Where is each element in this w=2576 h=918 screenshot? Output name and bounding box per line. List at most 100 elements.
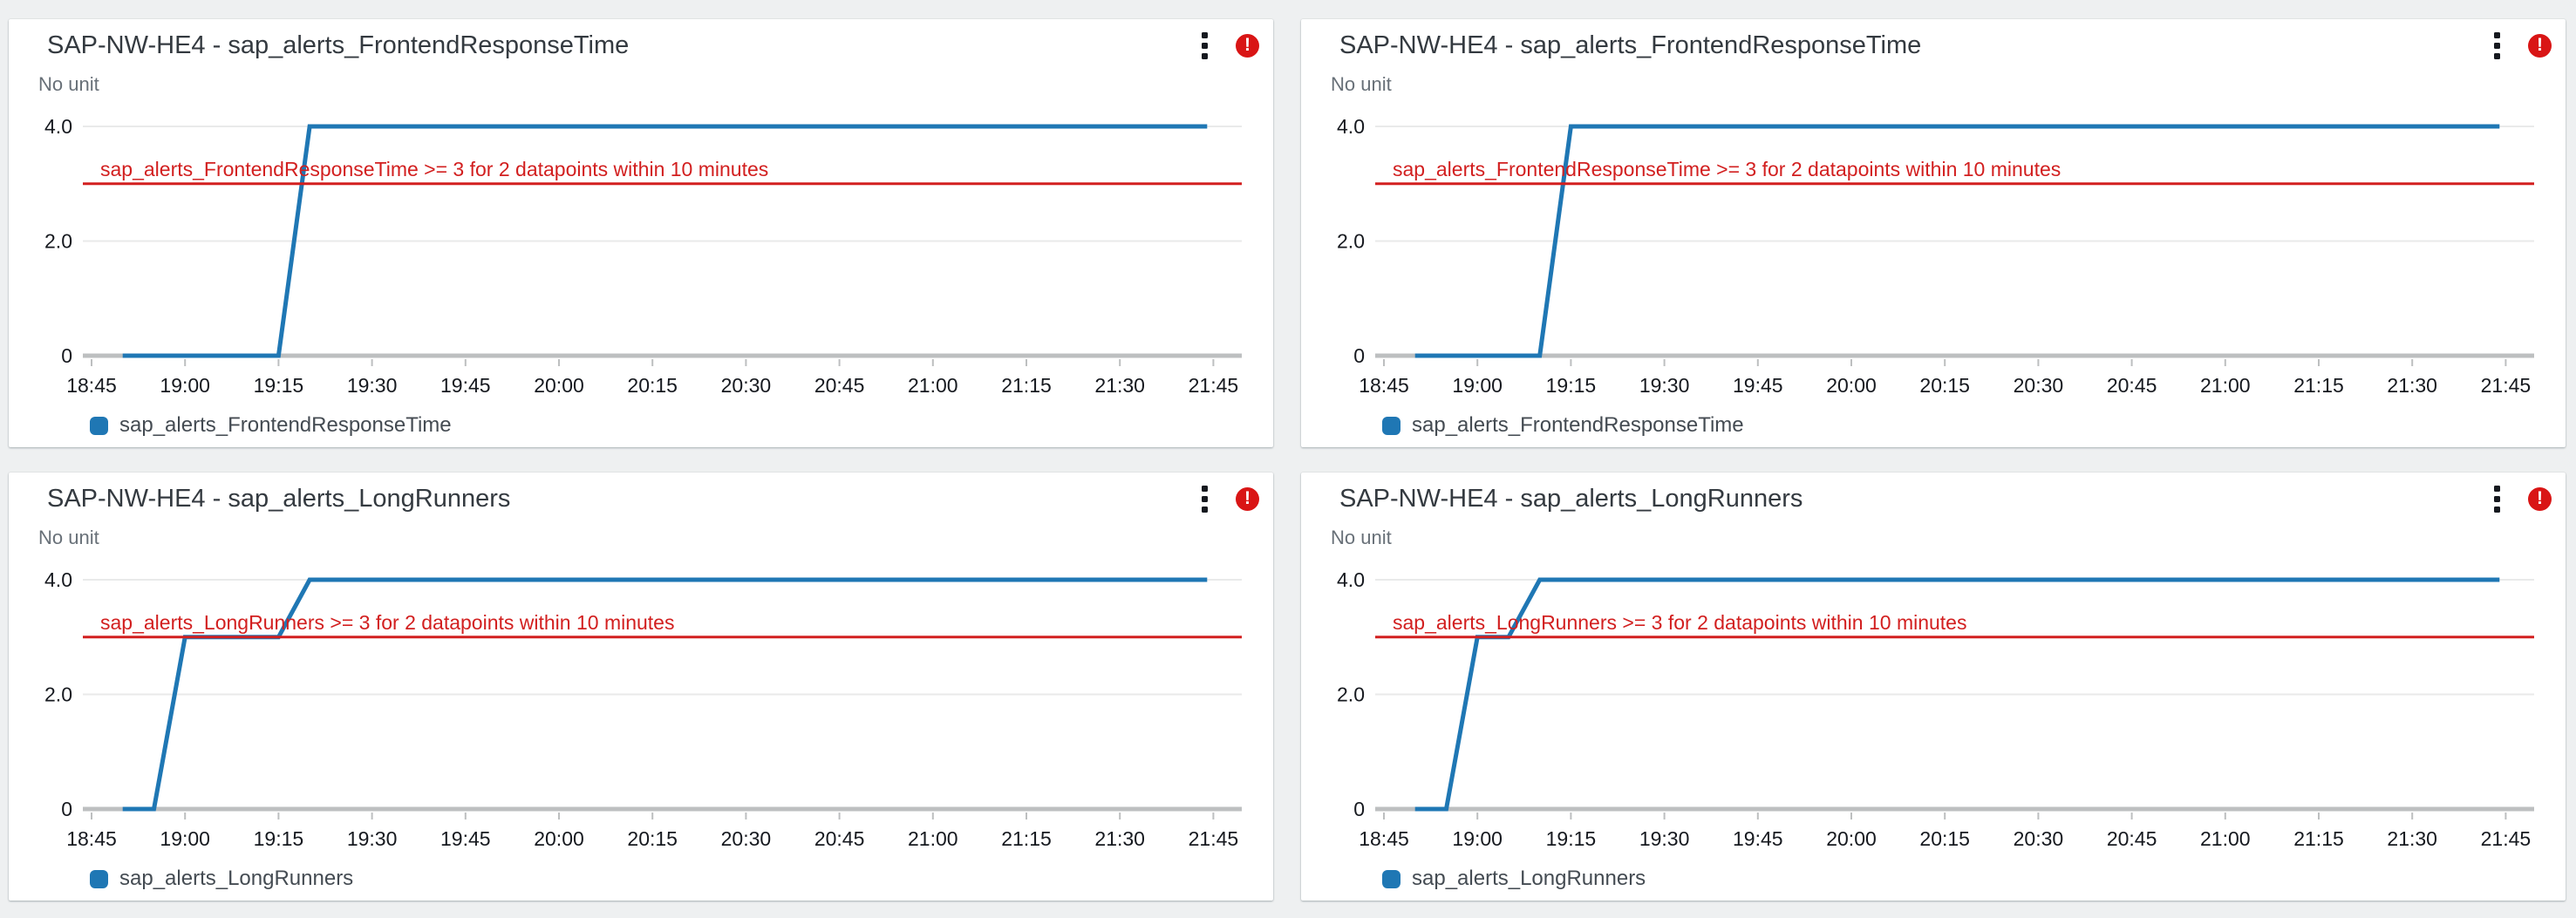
- legend-label: sap_alerts_LongRunners: [1412, 867, 1646, 890]
- kebab-dot-icon: [2494, 42, 2500, 49]
- x-axis-tick-label: 21:00: [2200, 374, 2251, 397]
- alarm-state-icon: !: [1236, 33, 1259, 58]
- kebab-dot-icon: [2494, 495, 2500, 502]
- y-axis-tick-label: 2.0: [1337, 683, 1365, 706]
- widget-header: SAP-NW-HE4 - sap_alerts_LongRunners !: [1301, 473, 2566, 516]
- y-axis-unit-label: No unit: [38, 527, 99, 548]
- kebab-dot-icon: [2494, 31, 2500, 38]
- y-axis-tick-label: 0: [61, 798, 72, 820]
- y-axis-tick-label: 4.0: [44, 115, 72, 138]
- y-axis-tick-label: 2.0: [44, 230, 72, 253]
- chart-area[interactable]: 0 2.0 4.0 18:45 19:00 19:15 19:30 19:45 20:00 20:…: [1301, 556, 2566, 861]
- exclamation-glyph: !: [1244, 34, 1251, 55]
- legend-swatch: [1382, 869, 1400, 888]
- x-axis-tick-label: 19:00: [1452, 827, 1503, 850]
- threshold-annotation: sap_alerts_FrontendResponseTime >= 3 for…: [100, 158, 769, 180]
- y-axis-tick-label: 2.0: [1337, 230, 1365, 253]
- chart-canvas[interactable]: 0 2.0 4.0 18:45 19:00 19:15 19:30 19:45 20:00 20:…: [9, 556, 1273, 861]
- x-axis-tick-label: 19:15: [254, 374, 304, 397]
- legend-item[interactable]: sap_alerts_FrontendResponseTime: [90, 413, 1273, 438]
- x-axis-tick-label: 20:00: [534, 827, 584, 850]
- series-line: [1414, 124, 2500, 358]
- x-axis-tick-label: 19:30: [347, 827, 398, 850]
- alarm-state-icon: !: [2528, 33, 2552, 58]
- x-axis-tick-label: 21:00: [908, 374, 958, 397]
- x-axis-tick-label: 21:00: [2200, 827, 2251, 850]
- x-axis-tick-label: 20:15: [1919, 374, 1970, 397]
- widget-title: SAP-NW-HE4 - sap_alerts_LongRunners: [1339, 484, 1803, 513]
- legend-item[interactable]: sap_alerts_LongRunners: [90, 867, 1273, 891]
- x-axis-tick-label: 19:30: [347, 374, 398, 397]
- x-axis-tick-label: 20:15: [1919, 827, 1970, 850]
- widget-title: SAP-NW-HE4 - sap_alerts_FrontendResponse…: [1339, 31, 1922, 59]
- x-axis-tick-label: 19:00: [160, 827, 210, 850]
- y-axis-unit-label: No unit: [38, 73, 99, 95]
- legend-label: sap_alerts_FrontendResponseTime: [1412, 413, 1744, 437]
- widget-menu-button[interactable]: [2485, 480, 2509, 518]
- alarm-widget: SAP-NW-HE4 - sap_alerts_FrontendResponse…: [1301, 19, 2566, 447]
- x-axis-tick-label: 20:15: [627, 374, 678, 397]
- x-axis-tick-label: 21:45: [2481, 827, 2532, 850]
- chart-canvas[interactable]: 0 2.0 4.0 18:45 19:00 19:15 19:30 19:45 20:00 20:…: [1301, 556, 2566, 861]
- y-axis-tick-label: 0: [61, 344, 72, 367]
- x-axis-tick-label: 21:30: [2387, 374, 2437, 397]
- kebab-dot-icon: [1202, 52, 1208, 59]
- kebab-dot-icon: [2494, 485, 2500, 492]
- x-axis-tick-label: 20:45: [2107, 374, 2157, 397]
- chart-canvas[interactable]: 0 2.0 4.0 18:45 19:00 19:15 19:30 19:45 20:00 20:…: [1301, 103, 2566, 408]
- threshold-annotation: sap_alerts_LongRunners >= 3 for 2 datapo…: [100, 611, 675, 634]
- x-axis-tick-label: 19:30: [1639, 374, 1690, 397]
- legend-item[interactable]: sap_alerts_LongRunners: [1382, 867, 2566, 891]
- exclamation-glyph: !: [2537, 487, 2543, 508]
- kebab-dot-icon: [1202, 495, 1208, 502]
- y-axis-unit-label: No unit: [1331, 73, 1392, 95]
- widget-menu-button[interactable]: [2485, 27, 2509, 65]
- x-axis-tick-label: 20:30: [2014, 827, 2064, 850]
- kebab-dot-icon: [1202, 485, 1208, 492]
- x-axis-tick-label: 20:30: [721, 374, 772, 397]
- chart-area[interactable]: 0 2.0 4.0 18:45 19:00 19:15 19:30 19:45 20:00 20:…: [1301, 103, 2566, 408]
- x-axis-tick-label: 19:30: [1639, 827, 1690, 850]
- x-axis-tick-label: 21:15: [1001, 374, 1052, 397]
- x-axis-tick-label: 19:15: [1546, 374, 1597, 397]
- x-axis-tick-label: 21:45: [2481, 374, 2532, 397]
- alarm-widget: SAP-NW-HE4 - sap_alerts_LongRunners ! No…: [9, 473, 1273, 901]
- y-axis-tick-label: 0: [1353, 798, 1365, 820]
- y-axis-tick-label: 4.0: [1337, 568, 1365, 591]
- x-axis-tick-label: 19:00: [1452, 374, 1503, 397]
- threshold-annotation: sap_alerts_LongRunners >= 3 for 2 datapo…: [1393, 611, 1967, 634]
- kebab-dot-icon: [2494, 52, 2500, 59]
- x-axis-tick-label: 21:45: [1189, 827, 1239, 850]
- x-axis-tick-label: 20:00: [1826, 827, 1877, 850]
- x-axis-tick-label: 20:45: [814, 374, 865, 397]
- legend-label: sap_alerts_FrontendResponseTime: [119, 413, 452, 437]
- widget-header: SAP-NW-HE4 - sap_alerts_FrontendResponse…: [9, 19, 1273, 63]
- chart-canvas[interactable]: 0 2.0 4.0 18:45 19:00 19:15 19:30 19:45 20:00 20:…: [9, 103, 1273, 408]
- x-axis-tick-label: 18:45: [1359, 827, 1409, 850]
- widget-menu-button[interactable]: [1193, 27, 1216, 65]
- x-axis-tick-label: 21:30: [2387, 827, 2437, 850]
- alarm-state-icon: !: [1236, 486, 1259, 511]
- alarm-state-icon: !: [2528, 486, 2552, 511]
- x-axis-tick-label: 18:45: [66, 827, 117, 850]
- alarm-widget: SAP-NW-HE4 - sap_alerts_LongRunners ! No…: [1301, 473, 2566, 901]
- chart-area[interactable]: 0 2.0 4.0 18:45 19:00 19:15 19:30 19:45 20:00 20:…: [9, 103, 1273, 408]
- series-line: [122, 124, 1208, 358]
- exclamation-glyph: !: [2537, 34, 2543, 55]
- x-axis-tick-label: 19:45: [1733, 374, 1783, 397]
- x-axis-tick-label: 20:45: [814, 827, 865, 850]
- x-axis-tick-label: 20:30: [2014, 374, 2064, 397]
- widget-header: SAP-NW-HE4 - sap_alerts_LongRunners !: [9, 473, 1273, 516]
- widget-header: SAP-NW-HE4 - sap_alerts_FrontendResponse…: [1301, 19, 2566, 63]
- legend-swatch: [1382, 416, 1400, 435]
- x-axis-tick-label: 20:45: [2107, 827, 2157, 850]
- widget-menu-button[interactable]: [1193, 480, 1216, 518]
- x-axis-tick-label: 21:45: [1189, 374, 1239, 397]
- chart-area[interactable]: 0 2.0 4.0 18:45 19:00 19:15 19:30 19:45 20:00 20:…: [9, 556, 1273, 861]
- legend-item[interactable]: sap_alerts_FrontendResponseTime: [1382, 413, 2566, 438]
- kebab-dot-icon: [1202, 506, 1208, 513]
- legend-swatch: [90, 869, 108, 888]
- x-axis-tick-label: 19:45: [1733, 827, 1783, 850]
- x-axis-tick-label: 20:00: [1826, 374, 1877, 397]
